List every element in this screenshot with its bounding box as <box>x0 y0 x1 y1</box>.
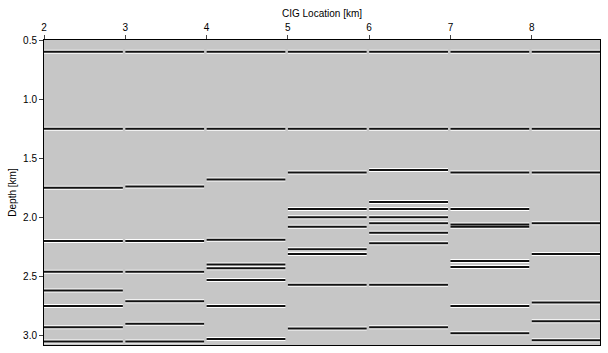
svg-text:3.0: 3.0 <box>23 330 37 341</box>
svg-text:8: 8 <box>529 22 535 33</box>
svg-text:6: 6 <box>366 22 372 33</box>
svg-text:7: 7 <box>448 22 454 33</box>
svg-text:5: 5 <box>285 22 291 33</box>
svg-text:1.5: 1.5 <box>23 153 37 164</box>
svg-text:4: 4 <box>204 22 210 33</box>
svg-text:1.0: 1.0 <box>23 94 37 105</box>
svg-text:2: 2 <box>41 22 47 33</box>
svg-text:Depth [km]: Depth [km] <box>7 168 18 217</box>
svg-text:CIG Location [km]: CIG Location [km] <box>282 8 362 19</box>
svg-text:0.5: 0.5 <box>23 35 37 46</box>
svg-text:2.5: 2.5 <box>23 271 37 282</box>
svg-text:2.0: 2.0 <box>23 212 37 223</box>
svg-text:3: 3 <box>123 22 129 33</box>
